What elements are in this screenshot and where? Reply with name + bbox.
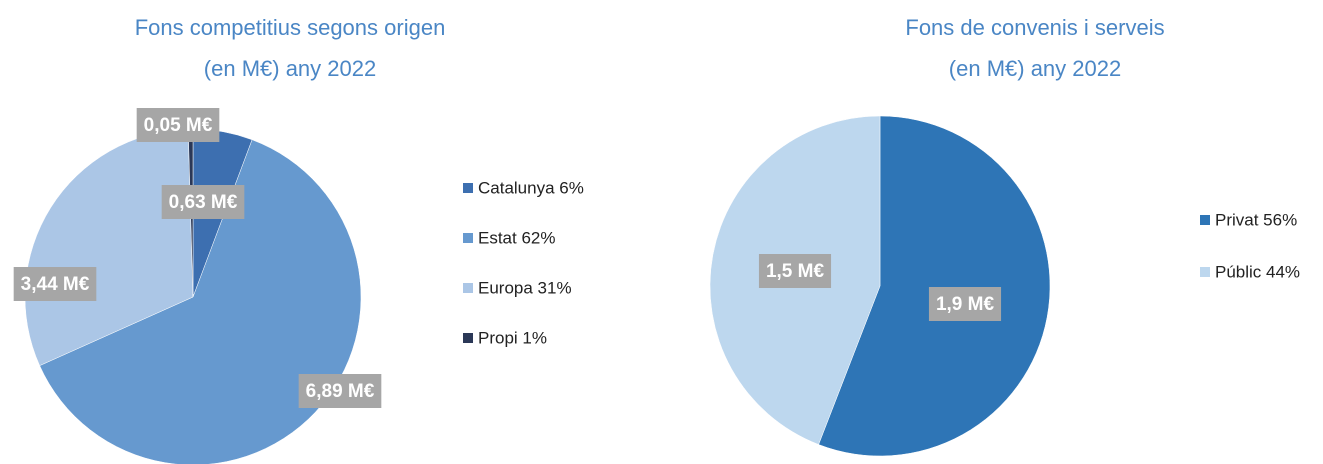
pie-slice <box>39 139 362 464</box>
chart-subtitle: (en M€) any 2022 <box>949 56 1121 81</box>
value-label-box <box>13 267 97 301</box>
chart-title: Fons de convenis i serveis <box>905 15 1164 40</box>
legend-label: Privat 56% <box>1215 210 1297 229</box>
legend-swatch <box>1200 267 1210 277</box>
legend-swatch <box>1200 215 1210 225</box>
legend-swatch <box>463 283 473 293</box>
legend-label: Estat 62% <box>478 228 556 247</box>
legend-label: Propi 1% <box>478 328 547 347</box>
value-label: 3,44 M€ <box>21 274 90 295</box>
pie-slice <box>818 115 1051 457</box>
legend-swatch <box>463 183 473 193</box>
value-label-box <box>298 374 382 408</box>
legend-label: Catalunya 6% <box>478 178 584 197</box>
chart-title: Fons competitius segons origen <box>135 15 446 40</box>
legend-swatch <box>463 233 473 243</box>
legend-swatch <box>463 333 473 343</box>
value-label-box <box>928 287 1002 321</box>
value-label: 0,05 M€ <box>144 115 213 136</box>
value-label-box <box>161 185 245 219</box>
value-label: 6,89 M€ <box>306 381 375 402</box>
value-label-box <box>136 108 220 142</box>
value-label-box <box>758 254 832 288</box>
value-label: 1,9 M€ <box>936 294 995 315</box>
value-label: 1,5 M€ <box>766 261 825 282</box>
legend-label: Europa 31% <box>478 278 572 297</box>
chart-subtitle: (en M€) any 2022 <box>204 56 376 81</box>
legend-label: Públic 44% <box>1215 262 1300 281</box>
value-label: 0,63 M€ <box>169 192 238 213</box>
